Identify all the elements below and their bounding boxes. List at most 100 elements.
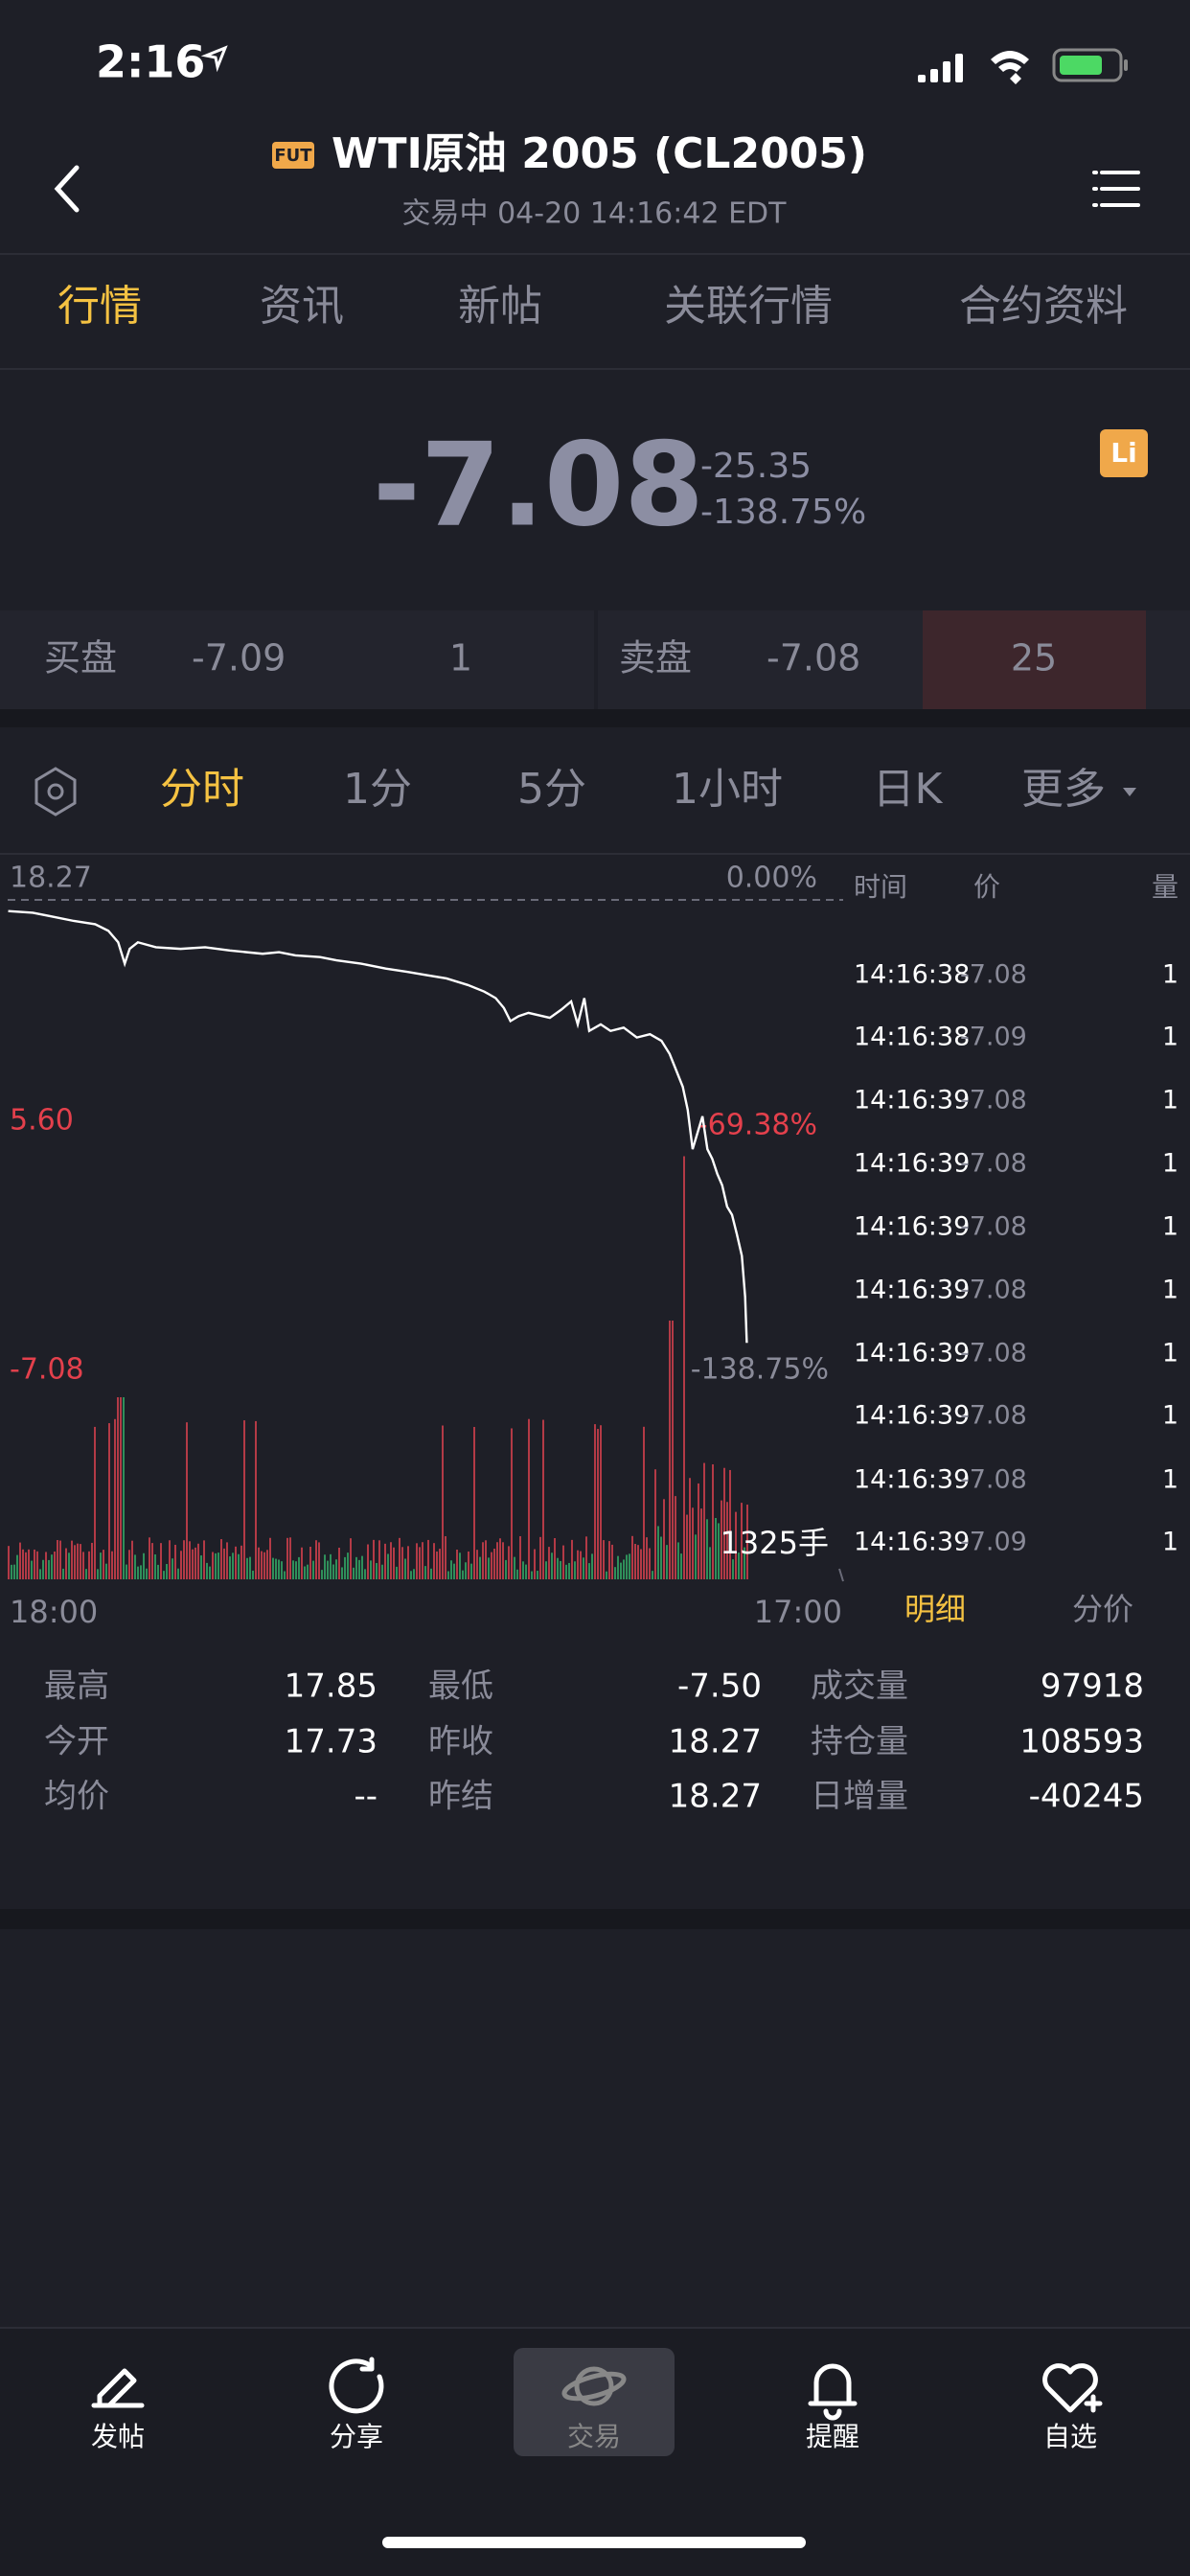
volume-bar (387, 1553, 389, 1579)
volume-bar (462, 1570, 464, 1579)
volume-bar (706, 1519, 708, 1579)
volume-bar (695, 1534, 697, 1579)
volume-bar (516, 1569, 518, 1579)
ask-label: 卖盘 (619, 637, 692, 679)
tick-time: 14:16:39 (854, 1149, 970, 1179)
volume-bar (31, 1560, 33, 1579)
price-dist-tab[interactable]: 分价 (1072, 1591, 1133, 1627)
volume-bar (680, 1553, 682, 1579)
volume-bar (13, 1564, 15, 1579)
price-change-pct: -138.75% (700, 493, 866, 532)
volume-bar (456, 1549, 458, 1579)
volume-bar (358, 1559, 360, 1579)
volume-bar (482, 1542, 484, 1579)
nav-item[interactable]: 提醒 (806, 2421, 859, 2452)
pct-label: -69.38% (698, 1109, 817, 1142)
stat-label: 最高 (44, 1668, 109, 1706)
volume-bar (212, 1552, 214, 1579)
volume-bar (318, 1542, 320, 1579)
volume-bar (108, 1423, 110, 1579)
volume-bar (59, 1540, 61, 1579)
volume-bar (298, 1556, 300, 1579)
volume-bar (522, 1561, 524, 1579)
volume-bar (726, 1502, 728, 1579)
volume-bar (232, 1552, 234, 1579)
volume-bar (8, 1546, 10, 1579)
volume-bar (476, 1550, 478, 1579)
volume-bar (470, 1563, 472, 1579)
volume-bar (39, 1569, 41, 1579)
volume-bar (663, 1499, 665, 1579)
period-tab[interactable]: 日K (873, 765, 944, 814)
volume-bar (48, 1559, 50, 1579)
stat-value: 97918 (1041, 1668, 1144, 1706)
volume-bar (275, 1558, 277, 1579)
tab[interactable]: 资讯 (260, 282, 344, 331)
tick-volume: 1 (1162, 1212, 1179, 1242)
menu-button[interactable] (1092, 171, 1140, 207)
period-tab[interactable]: 5分 (517, 765, 586, 814)
stat-label: 今开 (44, 1723, 109, 1761)
volume-bar (465, 1562, 467, 1579)
volume-bar (229, 1556, 231, 1579)
stat-label: 持仓量 (811, 1723, 908, 1761)
volume-bar (100, 1552, 102, 1579)
volume-bar (419, 1547, 421, 1579)
volume-bar (105, 1563, 107, 1579)
period-tab[interactable]: 1分 (343, 765, 412, 814)
tick-time: 14:16:39 (854, 1212, 970, 1242)
nav-item[interactable]: 发帖 (91, 2421, 145, 2452)
location-icon (200, 45, 228, 73)
volume-bar (531, 1571, 533, 1579)
bid-row (0, 610, 594, 709)
volume-bar (485, 1540, 487, 1579)
volume-bar (597, 1429, 599, 1579)
volume-bar (149, 1537, 150, 1579)
tab[interactable]: 关联行情 (664, 282, 833, 331)
volume-bar (692, 1507, 694, 1579)
volume-bar (399, 1537, 400, 1579)
volume-bar (560, 1560, 561, 1579)
settings-icon[interactable] (34, 767, 77, 816)
fut-badge (272, 142, 314, 169)
tick-time: 14:16:39 (854, 1276, 970, 1305)
li-badge[interactable] (1100, 429, 1148, 477)
tab[interactable]: 合约资料 (959, 282, 1128, 331)
tab[interactable]: 行情 (57, 282, 142, 331)
volume-bar (370, 1560, 372, 1579)
nav-item[interactable]: 交易 (567, 2421, 621, 2452)
volume-bar (183, 1540, 185, 1579)
volume-bar (591, 1553, 593, 1579)
stat-value: 17.73 (285, 1723, 378, 1761)
detail-tab[interactable]: 明细 (904, 1591, 966, 1627)
period-tab[interactable]: 更多 (1021, 765, 1106, 814)
period-tab[interactable]: 分时 (160, 765, 244, 814)
volume-bar (350, 1538, 352, 1579)
volume-bar (657, 1526, 659, 1579)
volume-bar (675, 1496, 676, 1579)
volume-bar (373, 1539, 375, 1579)
tick-volume: 1 (1162, 1339, 1179, 1368)
volume-bar (407, 1546, 409, 1579)
volume-bar (307, 1564, 309, 1579)
volume-bar (88, 1551, 90, 1579)
nav-item[interactable]: 分享 (330, 2421, 383, 2452)
volume-bar (537, 1571, 538, 1579)
volume-bar (631, 1535, 633, 1579)
volume-bar (34, 1549, 35, 1579)
separator-band (0, 1909, 1190, 1929)
volume-bar (284, 1571, 286, 1579)
tick-price: -7.08 (960, 1212, 1027, 1242)
volume-bar (649, 1548, 651, 1579)
volume-bar (686, 1514, 688, 1579)
tab[interactable]: 新帖 (458, 282, 542, 331)
stat-label: 最低 (428, 1668, 493, 1706)
tick-time: 14:16:39 (854, 1401, 970, 1431)
volume-bar (594, 1424, 596, 1579)
nav-item[interactable]: 自选 (1043, 2421, 1097, 2452)
period-tab[interactable]: 1小时 (672, 765, 783, 814)
back-button[interactable] (54, 165, 80, 213)
volume-bar (344, 1556, 346, 1579)
volume-bar (660, 1536, 662, 1579)
volume-bar (157, 1564, 159, 1579)
